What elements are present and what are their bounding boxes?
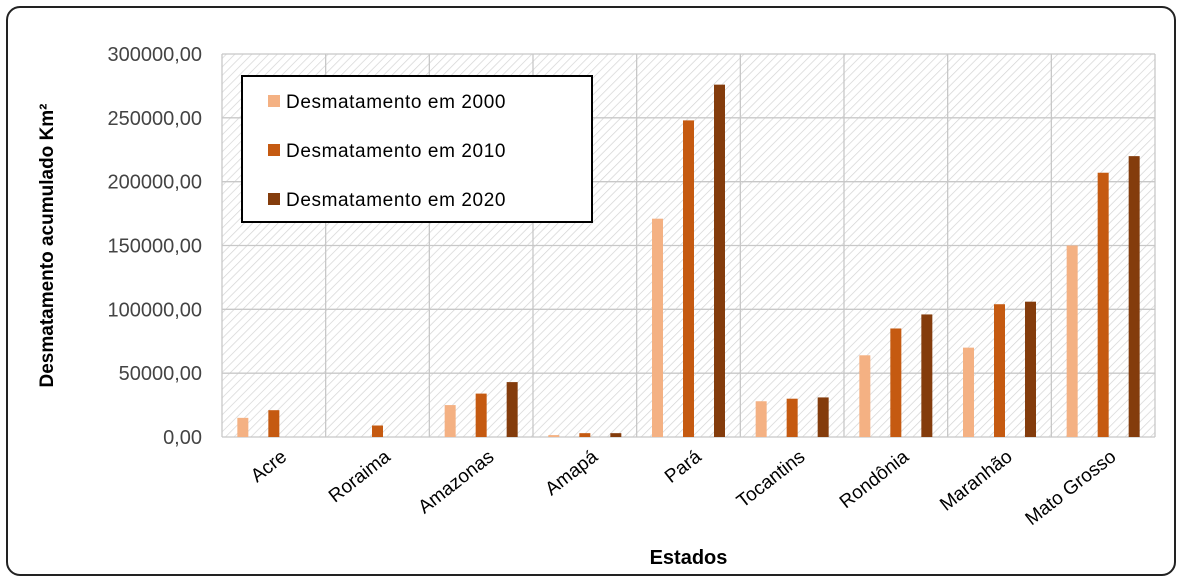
bar: [994, 304, 1005, 437]
y-axis-ticks: 0,00 50000,00 100000,00 150000,00 200000,00 2…: [107, 44, 202, 449]
x-tick-label: Amapá: [542, 446, 603, 500]
bar: [817, 397, 829, 437]
y-tick-label: 0,00: [163, 427, 202, 449]
legend-swatch: [268, 95, 280, 107]
bar: [921, 314, 933, 437]
bar: [1066, 245, 1078, 437]
y-tick-label: 200000,00: [107, 172, 202, 194]
bar: [859, 355, 871, 437]
y-axis-title: Desmatamento acumulado Km²: [37, 103, 58, 387]
legend-label: Desmatamento em 2000: [286, 92, 506, 113]
bar: [268, 410, 280, 437]
bar: [475, 393, 487, 437]
x-tick-label: Pará: [661, 446, 706, 488]
legend-label: Desmatamento em 2010: [286, 141, 506, 162]
legend-swatch: [268, 193, 280, 205]
bar: [786, 398, 798, 437]
x-tick-label: Acre: [247, 446, 291, 487]
bars: [237, 84, 1140, 438]
x-tick-label: Rondônia: [836, 446, 913, 513]
x-tick-label: Mato Grosso: [1022, 446, 1121, 530]
legend-label: Desmatamento em 2020: [286, 190, 506, 211]
bar: [444, 405, 456, 437]
x-tick-label: Roraima: [325, 446, 395, 507]
y-tick-label: 50000,00: [119, 363, 202, 385]
bar: [683, 120, 694, 438]
x-axis-title: Estados: [650, 547, 728, 569]
bar: [963, 347, 974, 437]
bar: [1128, 156, 1140, 437]
bar: [1025, 301, 1036, 437]
y-tick-label: 150000,00: [107, 236, 202, 258]
x-tick-label: Tocantins: [733, 446, 809, 512]
bar: [579, 433, 591, 437]
x-tick-label: Maranhão: [936, 446, 1016, 515]
x-axis-ticks: Acre Roraima Amazonas Amapá Pará Tocantins Ron…: [247, 446, 1120, 530]
legend-box: [241, 75, 593, 223]
bar: [652, 218, 663, 437]
bar: [372, 425, 383, 437]
bar: [548, 435, 560, 437]
bar: [890, 328, 902, 437]
y-tick-label: 250000,00: [107, 108, 202, 130]
legend-swatch: [268, 144, 280, 156]
x-tick-label: Amazonas: [415, 446, 499, 518]
bar: [1097, 172, 1109, 438]
y-tick-label: 300000,00: [107, 44, 202, 66]
bar: [506, 382, 518, 437]
bar: [755, 401, 767, 437]
legend: Desmatamento em 2000 Desmatamento em 2010…: [241, 75, 593, 223]
bar: [610, 433, 622, 437]
y-tick-label: 100000,00: [107, 299, 202, 321]
bar: [237, 417, 249, 437]
bar: [714, 84, 725, 437]
